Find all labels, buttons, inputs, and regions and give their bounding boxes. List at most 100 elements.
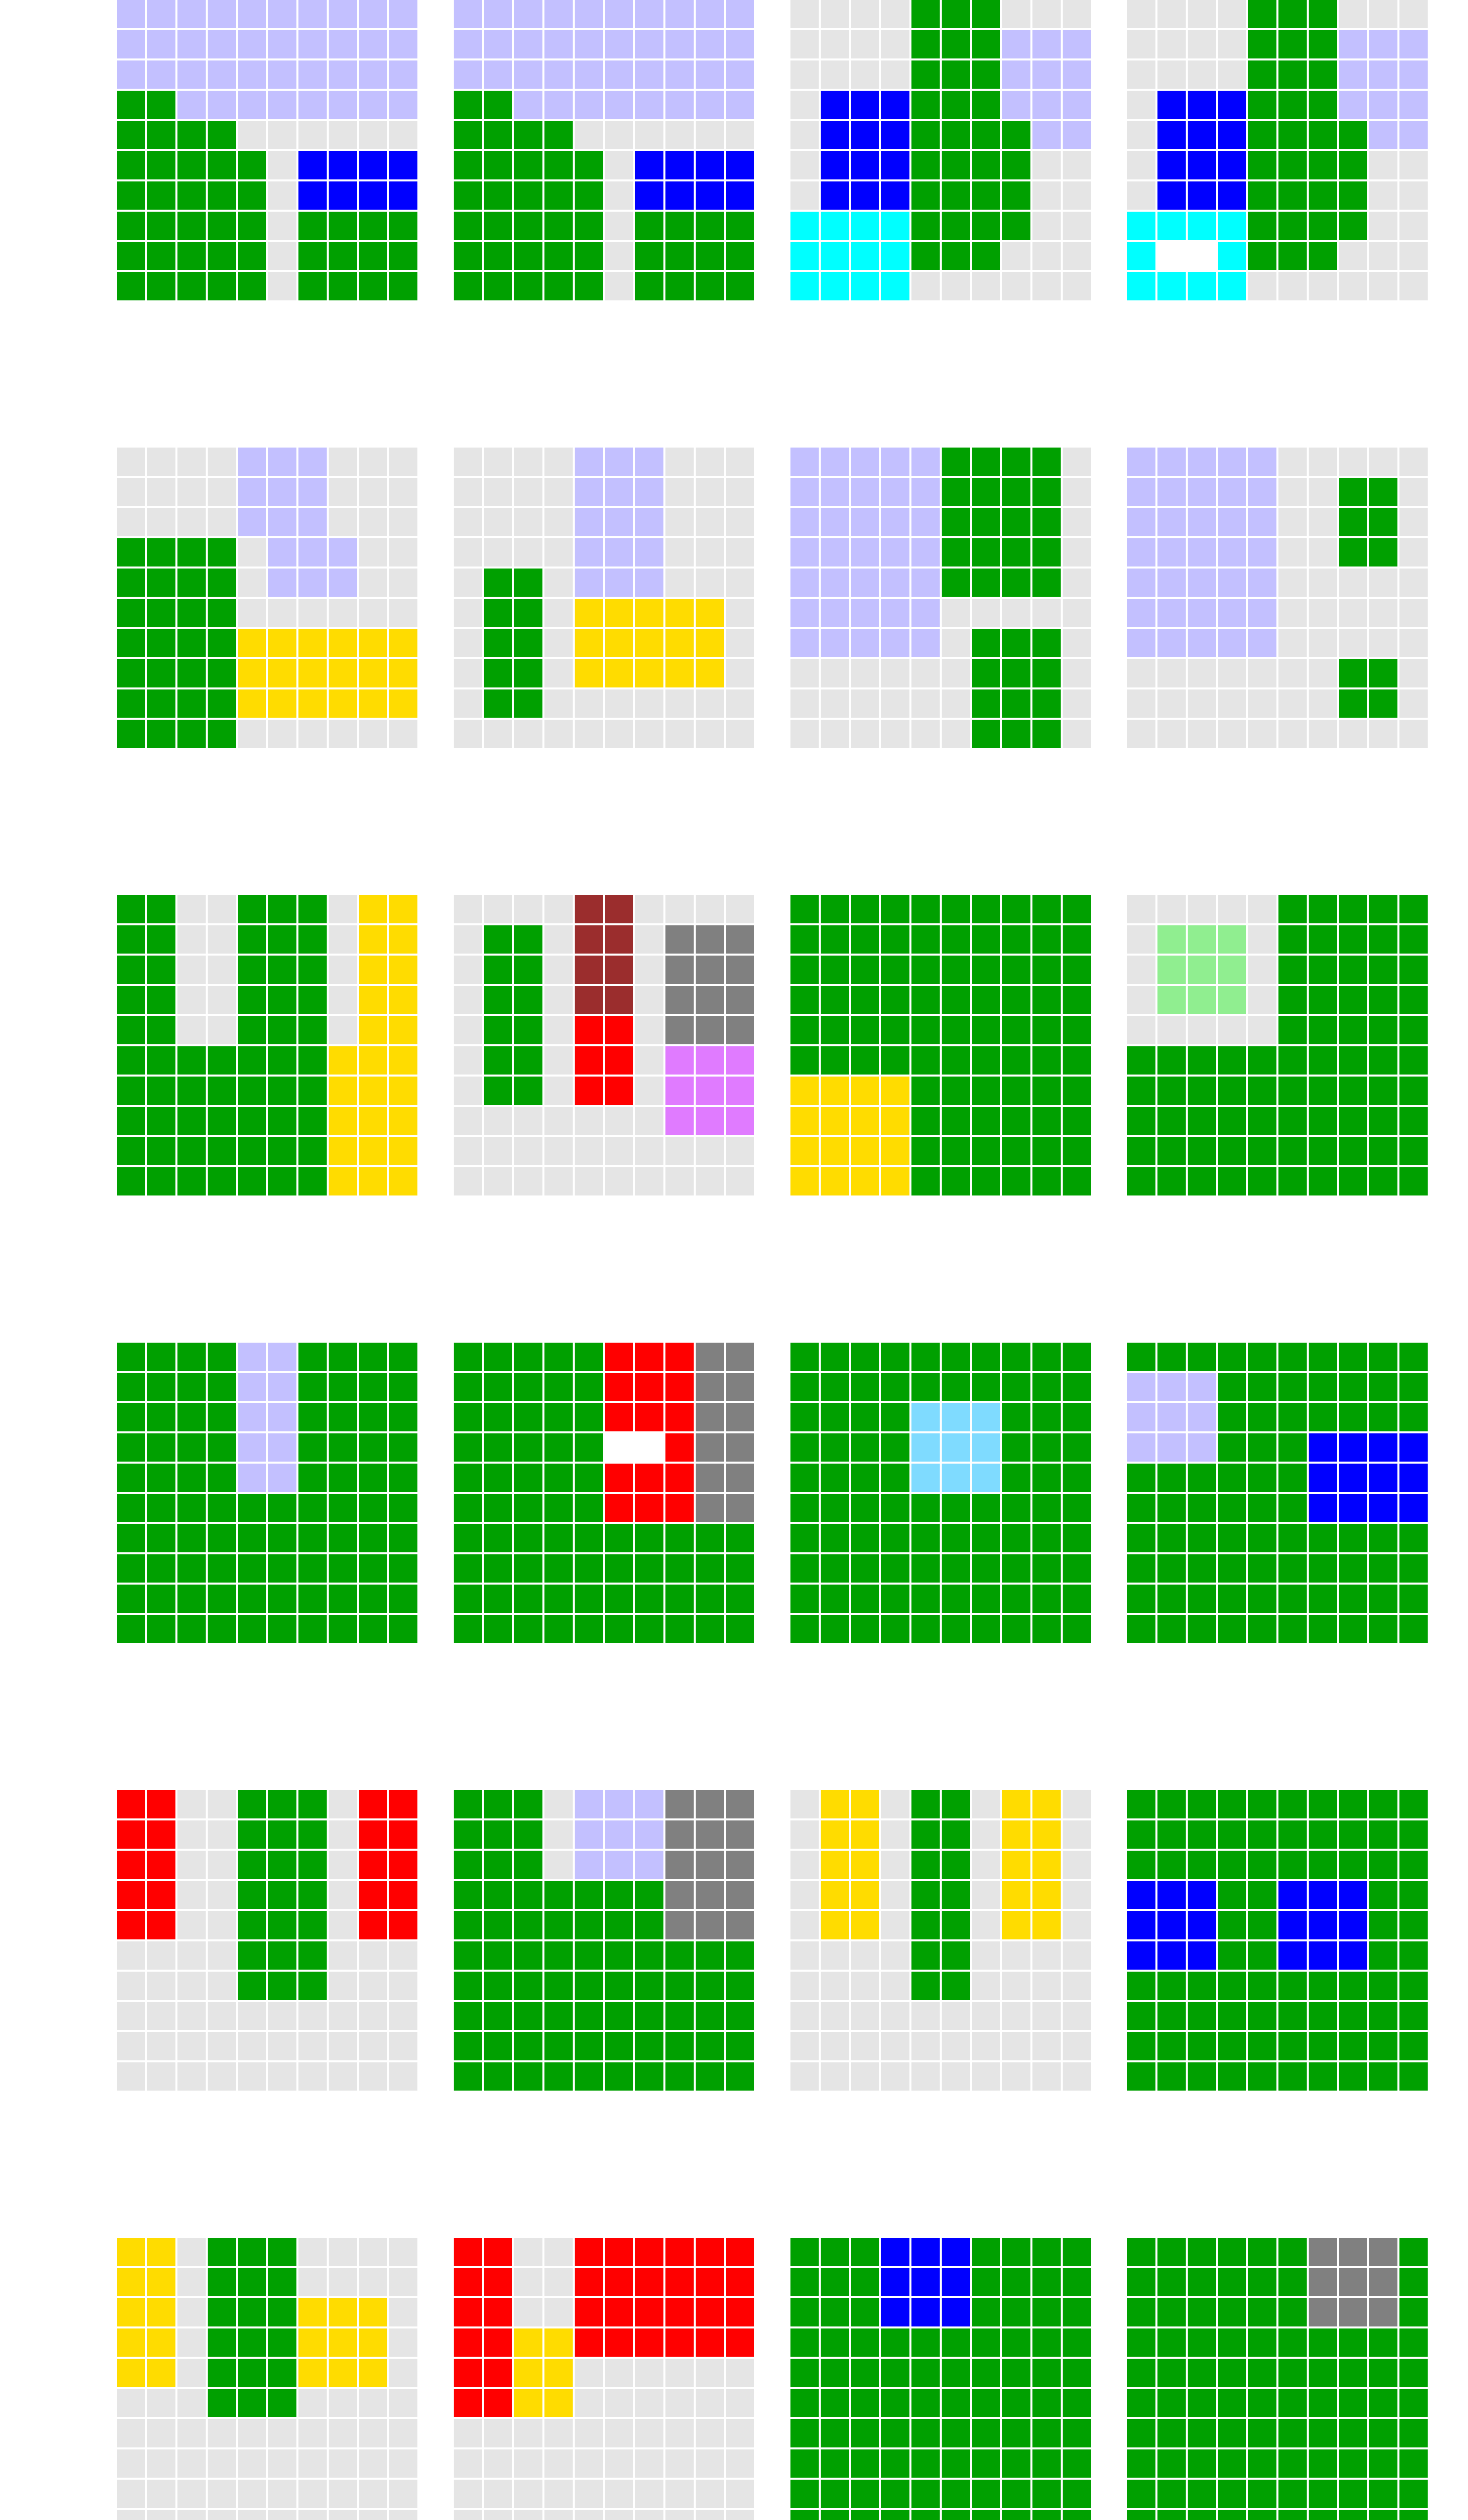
grid-cell[interactable]: [1369, 2002, 1397, 2030]
grid-cell[interactable]: [821, 689, 849, 718]
grid-cell[interactable]: [208, 1137, 236, 1165]
grid-cell[interactable]: [454, 1403, 482, 1431]
grid-cell[interactable]: [972, 0, 1000, 28]
grid-cell[interactable]: [665, 689, 694, 718]
grid-cell[interactable]: [1002, 1941, 1030, 1970]
grid-cell[interactable]: [726, 1107, 754, 1135]
grid-cell[interactable]: [665, 0, 694, 28]
grid-cell[interactable]: [1278, 1911, 1307, 1939]
grid-cell[interactable]: [484, 629, 512, 657]
grid-cell[interactable]: [1369, 1494, 1397, 1522]
grid-cell[interactable]: [1399, 448, 1428, 476]
grid-cell[interactable]: [851, 1911, 879, 1939]
grid-cell[interactable]: [635, 1524, 663, 1552]
grid-cell[interactable]: [514, 599, 542, 627]
grid-cell[interactable]: [665, 181, 694, 210]
grid-cell[interactable]: [790, 478, 819, 506]
grid-cell[interactable]: [544, 659, 573, 687]
grid-cell[interactable]: [1399, 1820, 1428, 1849]
grid-cell[interactable]: [696, 1941, 724, 1970]
grid-cell[interactable]: [238, 2062, 266, 2091]
grid-cell[interactable]: [1218, 0, 1246, 28]
grid-cell[interactable]: [1032, 986, 1061, 1014]
grid-cell[interactable]: [1127, 508, 1155, 536]
grid-cell[interactable]: [268, 659, 296, 687]
grid-cell[interactable]: [1002, 1494, 1030, 1522]
grid-cell[interactable]: [575, 1881, 603, 1909]
grid-cell[interactable]: [268, 272, 296, 300]
grid-cell[interactable]: [1399, 1911, 1428, 1939]
grid-cell[interactable]: [575, 1373, 603, 1401]
grid-cell[interactable]: [1399, 478, 1428, 506]
grid-cell[interactable]: [389, 151, 417, 179]
grid-cell[interactable]: [821, 1881, 849, 1909]
grid-cell[interactable]: [635, 1077, 663, 1105]
grid-cell[interactable]: [238, 2328, 266, 2357]
grid-cell[interactable]: [1218, 1881, 1246, 1909]
grid-cell[interactable]: [208, 895, 236, 923]
grid-cell[interactable]: [1157, 1585, 1186, 1613]
grid-cell[interactable]: [911, 986, 940, 1014]
grid-cell[interactable]: [117, 1433, 145, 1462]
grid-cell[interactable]: [1399, 121, 1428, 149]
grid-cell[interactable]: [484, 1790, 512, 1818]
grid-cell[interactable]: [1032, 60, 1061, 89]
grid-cell[interactable]: [359, 91, 387, 119]
grid-cell[interactable]: [1339, 1373, 1367, 1401]
grid-cell[interactable]: [1063, 2419, 1091, 2447]
grid-cell[interactable]: [1002, 1107, 1030, 1135]
grid-cell[interactable]: [605, 1972, 633, 2000]
grid-cell[interactable]: [329, 538, 357, 566]
grid-cell[interactable]: [911, 956, 940, 984]
grid-cell[interactable]: [1278, 478, 1307, 506]
grid-cell[interactable]: [514, 60, 542, 89]
grid-cell[interactable]: [1278, 720, 1307, 748]
grid-cell[interactable]: [1218, 986, 1246, 1014]
grid-cell[interactable]: [177, 2389, 206, 2417]
grid-cell[interactable]: [1002, 478, 1030, 506]
grid-cell[interactable]: [696, 1615, 724, 1643]
grid-cell[interactable]: [359, 1972, 387, 2000]
grid-cell[interactable]: [329, 2032, 357, 2060]
grid-cell[interactable]: [635, 1464, 663, 1492]
grid-cell[interactable]: [238, 2480, 266, 2508]
grid-cell[interactable]: [790, 1343, 819, 1371]
grid-cell[interactable]: [575, 2032, 603, 2060]
grid-cell[interactable]: [238, 272, 266, 300]
grid-cell[interactable]: [117, 2032, 145, 2060]
grid-cell[interactable]: [1399, 1433, 1428, 1462]
grid-cell[interactable]: [1002, 2359, 1030, 2387]
grid-cell[interactable]: [544, 2268, 573, 2296]
grid-cell[interactable]: [359, 151, 387, 179]
grid-cell[interactable]: [177, 1137, 206, 1165]
grid-cell[interactable]: [726, 448, 754, 476]
grid-cell[interactable]: [1399, 2238, 1428, 2266]
grid-cell[interactable]: [1309, 2449, 1337, 2478]
grid-cell[interactable]: [821, 895, 849, 923]
grid-cell[interactable]: [177, 629, 206, 657]
grid-cell[interactable]: [1248, 478, 1276, 506]
grid-cell[interactable]: [1188, 1881, 1216, 1909]
grid-cell[interactable]: [484, 2032, 512, 2060]
grid-cell[interactable]: [1278, 1403, 1307, 1431]
grid-cell[interactable]: [881, 2238, 909, 2266]
grid-cell[interactable]: [298, 720, 327, 748]
grid-cell[interactable]: [359, 569, 387, 597]
grid-cell[interactable]: [821, 2002, 849, 2030]
grid-cell[interactable]: [1063, 1820, 1091, 1849]
grid-cell[interactable]: [454, 1046, 482, 1075]
grid-cell[interactable]: [790, 91, 819, 119]
grid-cell[interactable]: [298, 986, 327, 1014]
grid-cell[interactable]: [635, 986, 663, 1014]
grid-cell[interactable]: [1309, 1433, 1337, 1462]
grid-cell[interactable]: [1309, 1941, 1337, 1970]
grid-cell[interactable]: [911, 925, 940, 954]
grid-cell[interactable]: [911, 121, 940, 149]
grid-cell[interactable]: [1218, 689, 1246, 718]
grid-cell[interactable]: [726, 956, 754, 984]
grid-cell[interactable]: [605, 242, 633, 270]
grid-cell[interactable]: [238, 448, 266, 476]
grid-cell[interactable]: [635, 1972, 663, 2000]
grid-cell[interactable]: [942, 1403, 970, 1431]
grid-cell[interactable]: [1032, 538, 1061, 566]
